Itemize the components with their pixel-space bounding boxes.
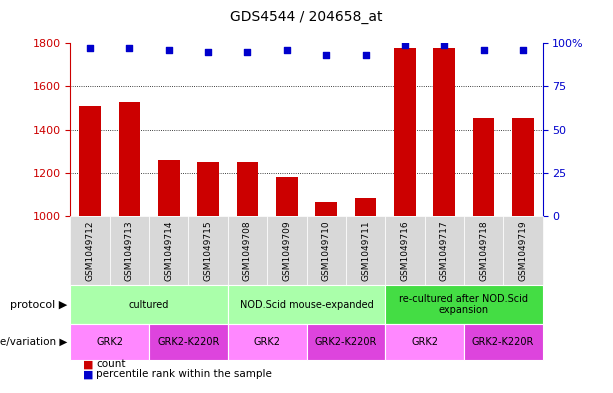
Text: GSM1049713: GSM1049713 [125,220,134,281]
Bar [79,106,101,216]
Bar [355,198,376,216]
Text: GRK2-K220R: GRK2-K220R [314,337,377,347]
Point [85,45,95,51]
Text: percentile rank within the sample: percentile rank within the sample [96,369,272,379]
Bar [394,48,416,216]
Bar [119,101,140,216]
Text: GSM1049712: GSM1049712 [86,220,94,281]
Text: GSM1049717: GSM1049717 [440,220,449,281]
Text: GSM1049715: GSM1049715 [204,220,213,281]
Text: NOD.Scid mouse-expanded: NOD.Scid mouse-expanded [240,299,373,310]
Text: genotype/variation ▶: genotype/variation ▶ [0,337,67,347]
Bar [158,160,180,216]
Text: GSM1049711: GSM1049711 [361,220,370,281]
Bar [276,177,298,216]
Text: GSM1049709: GSM1049709 [283,220,291,281]
Point [440,42,449,48]
Text: GSM1049716: GSM1049716 [400,220,409,281]
Point [360,52,370,59]
Point [518,47,528,53]
Text: GSM1049708: GSM1049708 [243,220,252,281]
Text: cultured: cultured [129,299,169,310]
Text: GRK2-K220R: GRK2-K220R [472,337,535,347]
Bar [512,118,534,216]
Text: re-cultured after NOD.Scid
expansion: re-cultured after NOD.Scid expansion [399,294,528,315]
Point [282,47,292,53]
Text: GRK2: GRK2 [96,337,123,347]
Text: GSM1049714: GSM1049714 [164,220,173,281]
Text: GSM1049710: GSM1049710 [322,220,330,281]
Point [164,47,173,53]
Text: ■: ■ [83,369,93,379]
Text: GSM1049719: GSM1049719 [519,220,527,281]
Bar [433,48,455,216]
Text: GDS4544 / 204658_at: GDS4544 / 204658_at [230,10,383,24]
Point [479,47,489,53]
Point [204,49,213,55]
Text: protocol ▶: protocol ▶ [10,299,67,310]
Bar [197,162,219,216]
Text: count: count [96,360,126,369]
Point [124,45,134,51]
Bar [237,162,258,216]
Bar [315,202,337,216]
Text: GSM1049718: GSM1049718 [479,220,488,281]
Text: GRK2-K220R: GRK2-K220R [158,337,219,347]
Point [400,42,409,48]
Text: GRK2: GRK2 [254,337,281,347]
Point [243,49,253,55]
Text: ■: ■ [83,360,93,369]
Bar [473,118,494,216]
Point [321,52,331,59]
Text: GRK2: GRK2 [411,337,438,347]
